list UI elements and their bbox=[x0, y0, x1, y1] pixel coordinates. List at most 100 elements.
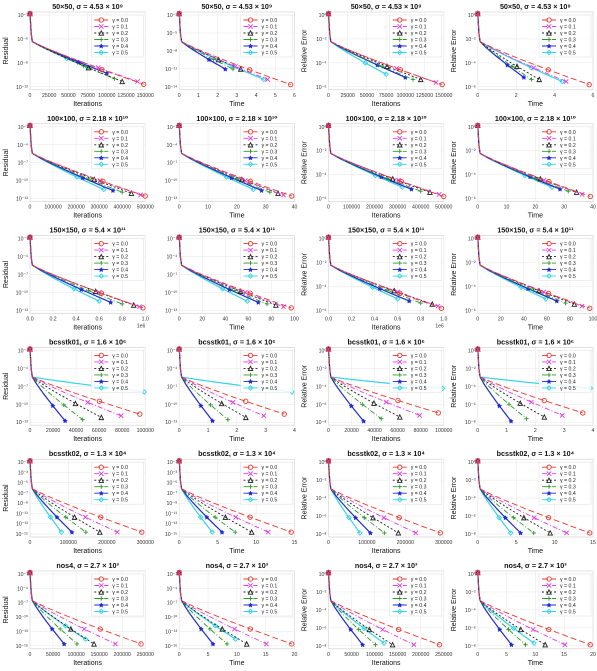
legend-marker-gamma-3 bbox=[248, 484, 253, 489]
series-marker-gamma-4 bbox=[527, 174, 533, 180]
y-tick-label: 10⁻¹³ bbox=[165, 308, 177, 314]
series-marker-gamma-3 bbox=[224, 641, 230, 647]
legend-marker-gamma-2 bbox=[396, 476, 403, 483]
y-axis-label: Relative Error bbox=[302, 588, 309, 631]
series-marker-gamma-4 bbox=[352, 515, 359, 521]
series-marker-gamma-5 bbox=[531, 640, 537, 646]
legend-label-gamma-3: γ = 0.3 bbox=[262, 261, 278, 267]
series-marker-gamma-0 bbox=[396, 626, 402, 633]
x-axis-label: Iterations bbox=[73, 660, 102, 667]
series-marker-gamma-2 bbox=[541, 413, 548, 420]
y-tick-label: 10⁻⁴ bbox=[167, 366, 178, 372]
legend-label-gamma-4: γ = 0.4 bbox=[112, 156, 128, 162]
series-marker-gamma-5 bbox=[232, 636, 239, 642]
series-line-gamma-0 bbox=[477, 13, 590, 86]
legend: γ = 0.0γ = 0.1γ = 0.2γ = 0.3γ = 0.4γ = 0… bbox=[240, 14, 293, 58]
legend-marker-gamma-4 bbox=[546, 378, 552, 385]
y-tick-label: 10⁻⁴ bbox=[17, 366, 28, 372]
series-marker-gamma-5 bbox=[71, 285, 77, 292]
legend-marker-gamma-2 bbox=[396, 365, 403, 372]
legend-marker-gamma-0 bbox=[98, 352, 104, 359]
y-tick-label: 10⁻⁴ bbox=[316, 61, 327, 67]
y-tick-label: 10⁻¹³ bbox=[165, 522, 177, 528]
legend-label-gamma-1: γ = 0.1 bbox=[112, 360, 128, 366]
subplot-5-1: nos4, σ = 2.7 × 10³ 0 5 10 15 20 10⁻¹ 10⁻⁴ 10⁻⁷ 1… bbox=[165, 561, 298, 667]
legend-label-gamma-1: γ = 0.1 bbox=[112, 248, 128, 254]
legend-label-gamma-1: γ = 0.1 bbox=[411, 25, 427, 31]
series-line-gamma-2 bbox=[477, 237, 575, 305]
x-axis-label: Time bbox=[528, 436, 543, 443]
series-marker-gamma-3 bbox=[58, 626, 63, 632]
series-marker-gamma-0 bbox=[176, 122, 182, 129]
series-line-gamma-3 bbox=[29, 572, 78, 645]
x-tick-label: 0 bbox=[29, 93, 32, 99]
series-line-gamma-1 bbox=[328, 572, 415, 646]
series-marker-gamma-2 bbox=[389, 641, 396, 648]
y-tick-label: 10⁻¹ bbox=[167, 237, 178, 243]
legend-marker-gamma-3 bbox=[248, 372, 253, 378]
legend-label-gamma-4: γ = 0.4 bbox=[262, 379, 278, 385]
x-offset-label: 1e6 bbox=[435, 323, 444, 329]
legend-label-gamma-3: γ = 0.3 bbox=[411, 373, 427, 379]
subplot-title: 50×50, σ = 4.53 × 10⁹ bbox=[201, 2, 272, 11]
series-line-gamma-0 bbox=[328, 237, 442, 309]
x-tick-label: 0.6 bbox=[96, 316, 103, 322]
series-marker-gamma-5 bbox=[394, 296, 401, 302]
series-marker-gamma-2 bbox=[71, 513, 78, 520]
series-marker-gamma-0 bbox=[325, 122, 332, 129]
y-tick-label: 10⁻¹⁰ bbox=[16, 402, 28, 408]
y-tick-label: 10⁻⁶ bbox=[316, 402, 327, 408]
x-tick-label: 6 bbox=[293, 93, 296, 99]
legend-label-gamma-4: γ = 0.4 bbox=[560, 603, 576, 609]
series-marker-gamma-2 bbox=[67, 625, 74, 632]
series-marker-gamma-0 bbox=[99, 66, 105, 73]
legend-label-gamma-0: γ = 0.0 bbox=[262, 18, 278, 24]
x-tick-label: 0 bbox=[476, 540, 479, 546]
y-axis-label: Residual bbox=[3, 372, 10, 400]
legend-label-gamma-3: γ = 0.3 bbox=[411, 261, 427, 267]
series-marker-gamma-2 bbox=[218, 400, 225, 407]
legend: γ = 0.0γ = 0.1γ = 0.2γ = 0.3γ = 0.4γ = 0… bbox=[538, 573, 592, 617]
legend-marker-gamma-3 bbox=[248, 596, 253, 601]
legend-marker-gamma-3 bbox=[546, 596, 552, 601]
x-tick-label: 60 bbox=[246, 316, 252, 322]
legend: γ = 0.0γ = 0.1γ = 0.2γ = 0.3γ = 0.4γ = 0… bbox=[240, 350, 293, 393]
x-tick-label: 0 bbox=[476, 316, 479, 322]
legend-marker-gamma-2 bbox=[98, 365, 105, 372]
legend-marker-gamma-0 bbox=[98, 576, 104, 582]
series-marker-gamma-0 bbox=[176, 346, 182, 352]
series-marker-gamma-2 bbox=[517, 399, 524, 406]
series-line-gamma-3 bbox=[328, 460, 385, 534]
subplot-title: 50×50, σ = 4.53 × 10⁹ bbox=[500, 2, 571, 11]
x-tick-label: 200000 bbox=[412, 652, 429, 658]
legend-label-gamma-4: γ = 0.4 bbox=[262, 156, 278, 162]
series-marker-gamma-3 bbox=[212, 514, 218, 520]
legend-marker-gamma-3 bbox=[546, 372, 552, 378]
series-marker-gamma-0 bbox=[437, 530, 443, 536]
series-marker-gamma-3 bbox=[264, 301, 270, 307]
x-tick-label: 500000 bbox=[435, 205, 452, 211]
series-marker-gamma-2 bbox=[222, 513, 229, 520]
x-tick-label: 1 bbox=[505, 428, 508, 434]
series-marker-gamma-1 bbox=[85, 399, 91, 405]
x-tick-label: 125000 bbox=[416, 93, 433, 99]
legend: γ = 0.0γ = 0.1γ = 0.2γ = 0.3γ = 0.4γ = 0… bbox=[240, 238, 293, 281]
y-tick-label: 10⁻¹ bbox=[167, 572, 178, 578]
legend-marker-gamma-2 bbox=[546, 476, 552, 483]
series-marker-gamma-0 bbox=[27, 458, 33, 464]
legend-marker-gamma-2 bbox=[247, 253, 254, 260]
x-tick-label: 0.2 bbox=[348, 316, 355, 322]
x-tick-label: 20 bbox=[532, 205, 538, 211]
series-marker-gamma-0 bbox=[27, 346, 33, 352]
x-axis-label: Iterations bbox=[372, 324, 401, 331]
x-tick-label: 100000 bbox=[98, 93, 115, 99]
legend-marker-gamma-2 bbox=[546, 588, 552, 595]
series-line-gamma-2 bbox=[328, 460, 399, 534]
series-marker-gamma-2 bbox=[98, 414, 105, 421]
legend-label-gamma-3: γ = 0.3 bbox=[262, 38, 278, 44]
legend-marker-gamma-5 bbox=[98, 496, 105, 503]
series-marker-gamma-3 bbox=[74, 641, 80, 647]
y-tick-label: 10⁻² bbox=[466, 149, 477, 155]
series-marker-gamma-2 bbox=[396, 413, 403, 420]
series-marker-gamma-0 bbox=[27, 569, 33, 576]
